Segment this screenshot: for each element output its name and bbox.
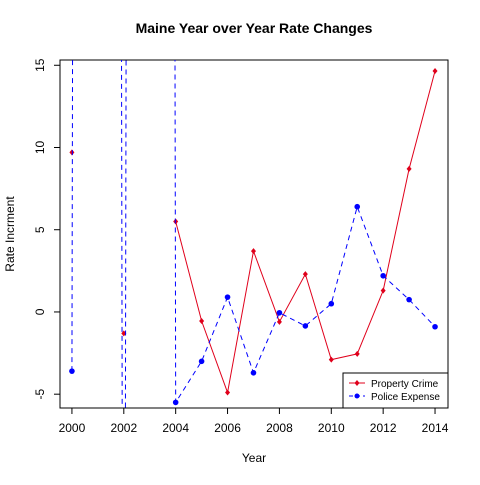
point: [69, 368, 75, 374]
y-tick-label: -5: [33, 389, 47, 400]
point: [225, 389, 231, 396]
point: [172, 399, 179, 406]
point: [354, 350, 360, 357]
y-tick-label: 0: [33, 308, 47, 315]
x-tick-label: 2010: [318, 421, 345, 435]
x-tick-label: 2004: [162, 421, 189, 435]
y-axis-label: Rate Incrment: [3, 196, 17, 272]
x-axis-label: Year: [242, 451, 266, 465]
x-tick-label: 2000: [59, 421, 86, 435]
point: [198, 358, 205, 365]
y-tick-label: 15: [33, 58, 47, 72]
point: [276, 318, 282, 325]
point: [432, 68, 438, 75]
series-line: [175, 70, 436, 395]
legend-label: Property Crime: [371, 379, 439, 390]
point: [380, 272, 386, 279]
point: [199, 318, 205, 324]
x-tick-label: 2014: [422, 421, 449, 435]
y-tick-label: 10: [33, 140, 47, 154]
point: [380, 287, 386, 294]
x-tick-label: 2006: [214, 421, 241, 435]
plot-frame: [59, 59, 449, 409]
y-tick-label: 5: [33, 226, 47, 233]
point: [250, 370, 257, 376]
plot-area: [69, 60, 438, 408]
x-tick-label: 2002: [110, 421, 137, 435]
x-tick-label: 2008: [266, 421, 293, 435]
point: [328, 300, 335, 307]
point: [406, 296, 412, 303]
legend-label: Police Expense: [371, 392, 440, 403]
point: [121, 330, 127, 337]
x-tick-label: 2012: [370, 421, 397, 435]
legend-marker: [354, 393, 360, 399]
point: [406, 165, 412, 172]
point: [432, 323, 438, 330]
point: [224, 294, 231, 300]
point: [354, 203, 361, 210]
point: [250, 248, 256, 255]
point: [276, 309, 283, 316]
point: [302, 323, 309, 329]
legend-box: [342, 372, 449, 409]
legend-marker: [354, 380, 360, 386]
point: [328, 356, 334, 363]
point: [302, 271, 308, 278]
chart-title: Maine Year over Year Rate Changes: [136, 20, 373, 36]
